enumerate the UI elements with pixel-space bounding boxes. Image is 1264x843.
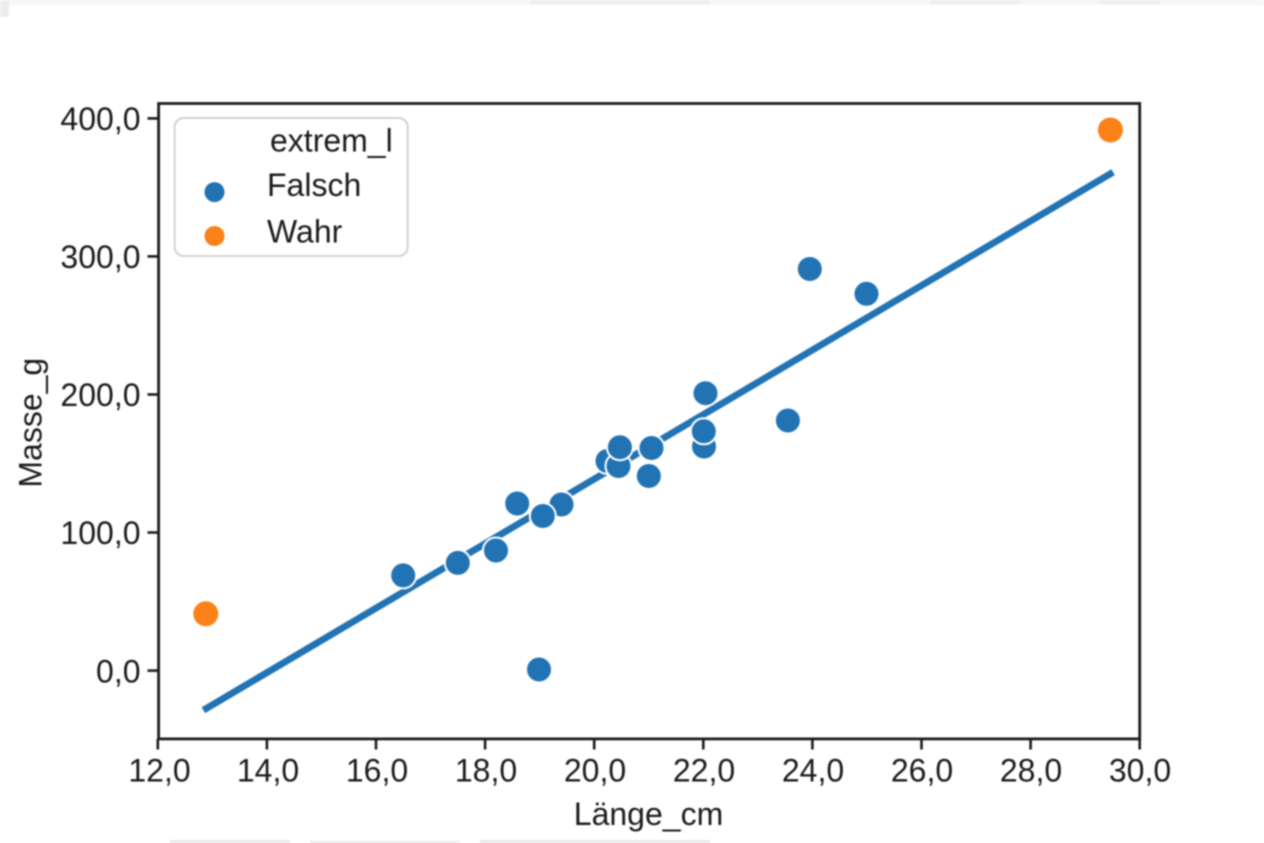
svg-text:20,0: 20,0: [564, 753, 626, 789]
svg-text:24,0: 24,0: [782, 753, 844, 789]
svg-text:Falsch: Falsch: [267, 167, 361, 203]
svg-text:16,0: 16,0: [346, 753, 408, 789]
svg-text:300,0: 300,0: [60, 239, 140, 275]
svg-text:Wahr: Wahr: [267, 214, 343, 250]
svg-text:28,0: 28,0: [1000, 753, 1062, 789]
svg-text:Länge_cm: Länge_cm: [574, 796, 723, 832]
svg-text:Masse_g: Masse_g: [12, 358, 48, 488]
svg-text:26,0: 26,0: [891, 753, 953, 789]
svg-text:200,0: 200,0: [60, 377, 140, 413]
svg-text:100,0: 100,0: [60, 515, 140, 551]
svg-text:22,0: 22,0: [673, 753, 735, 789]
svg-text:14,0: 14,0: [237, 753, 299, 789]
svg-text:extrem_l: extrem_l: [270, 123, 393, 159]
svg-text:18,0: 18,0: [455, 753, 517, 789]
svg-text:12,0: 12,0: [128, 753, 190, 789]
svg-text:0,0: 0,0: [96, 653, 140, 689]
svg-text:400,0: 400,0: [60, 101, 140, 137]
svg-text:30,0: 30,0: [1109, 753, 1171, 789]
